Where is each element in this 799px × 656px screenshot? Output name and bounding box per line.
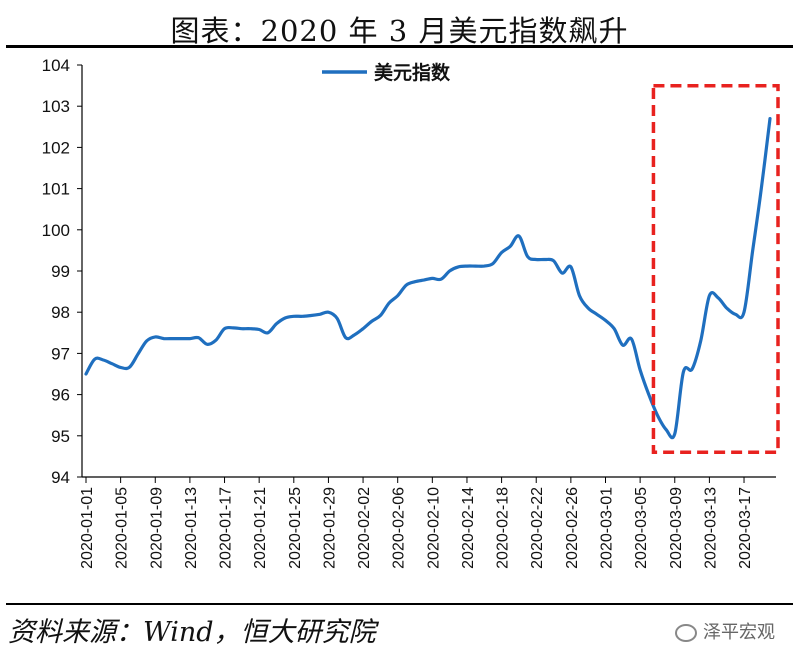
x-tick-label: 2020-02-22 xyxy=(529,487,546,569)
x-tick-label: 2020-02-10 xyxy=(425,487,442,569)
x-tick-label: 2020-01-05 xyxy=(114,487,131,569)
y-tick-label: 94 xyxy=(51,468,70,487)
watermark: 泽平宏观 xyxy=(675,618,775,644)
series-line-0 xyxy=(84,117,772,440)
highlight-rect xyxy=(651,83,780,455)
y-tick-label: 103 xyxy=(42,97,70,116)
x-tick-label: 2020-02-06 xyxy=(391,487,408,569)
x-tick-label: 2020-01-01 xyxy=(79,487,96,569)
top-divider xyxy=(6,45,793,48)
x-tick-label: 2020-01-17 xyxy=(218,487,235,569)
watermark-text: 泽平宏观 xyxy=(703,622,775,643)
y-tick-label: 101 xyxy=(42,180,70,199)
x-tick-label: 2020-01-25 xyxy=(287,487,304,569)
y-tick-label: 104 xyxy=(42,56,70,75)
x-tick-label: 2020-02-02 xyxy=(356,487,373,569)
x-tick-label: 2020-02-18 xyxy=(495,487,512,569)
legend-label: 美元指数 xyxy=(374,61,451,84)
source-note: 资料来源：Wind，恒大研究院 xyxy=(8,617,376,648)
series-layer xyxy=(84,117,772,440)
x-tick-label: 2020-02-26 xyxy=(564,487,581,569)
x-tick-label: 2020-02-14 xyxy=(460,487,477,569)
x-tick-label: 2020-01-21 xyxy=(252,487,269,569)
x-tick-label: 2020-01-09 xyxy=(148,487,165,569)
y-tick-label: 98 xyxy=(51,303,70,322)
x-tick-label: 2020-03-09 xyxy=(668,487,685,569)
highlight-box xyxy=(651,83,780,455)
y-tick-label: 99 xyxy=(51,262,70,281)
y-tick-label: 100 xyxy=(42,221,70,240)
x-tick-label: 2020-03-13 xyxy=(702,487,719,569)
chart-title: 图表：2020 年 3 月美元指数飙升 xyxy=(170,14,629,48)
bottom-divider xyxy=(6,603,793,605)
x-tick-label: 2020-01-29 xyxy=(321,487,338,569)
y-tick-label: 97 xyxy=(51,344,70,363)
x-tick-label: 2020-03-01 xyxy=(598,487,615,569)
x-tick-label: 2020-01-13 xyxy=(183,487,200,569)
y-tick-label: 96 xyxy=(51,386,70,405)
wechat-icon xyxy=(675,624,697,642)
x-axis: 2020-01-01 2020-01-05 2020-01-09 2020-01-13… xyxy=(79,476,776,569)
x-tick-label: 2020-03-05 xyxy=(633,487,650,569)
y-axis: 94 95 96 97 98 99 100 101 102 103 104 xyxy=(42,56,83,487)
y-tick-label: 95 xyxy=(51,427,70,446)
y-tick-label: 102 xyxy=(42,138,70,157)
x-tick-label: 2020-03-17 xyxy=(737,487,754,569)
legend: 美元指数 xyxy=(322,61,451,84)
